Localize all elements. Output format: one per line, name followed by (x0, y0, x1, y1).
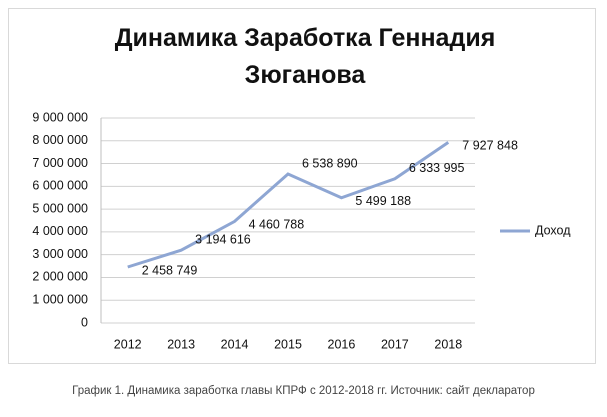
y-tick-label: 3 000 000 (32, 247, 88, 261)
y-tick-label: 2 000 000 (32, 270, 88, 284)
x-tick-label: 2014 (221, 337, 249, 351)
data-label: 3 194 616 (195, 233, 251, 247)
x-tick-label: 2015 (274, 337, 302, 351)
chart-frame (8, 8, 596, 364)
y-tick-label: 1 000 000 (32, 293, 88, 307)
chart-title: Динамика Заработка Геннадия Зюганова (114, 24, 496, 89)
data-label: 6 333 995 (409, 161, 465, 175)
x-tick-label: 2018 (434, 337, 462, 351)
caption: График 1. Динамика заработка главы КПРФ … (72, 385, 535, 397)
y-tick-label: 8 000 000 (32, 133, 88, 147)
line-series (127, 141, 450, 269)
data-label: 2 458 749 (142, 263, 198, 277)
y-tick-label: 9 000 000 (32, 110, 88, 124)
y-tick-label: 5 000 000 (32, 201, 88, 215)
x-tick-label: 2012 (114, 337, 142, 351)
y-tick-label: 7 000 000 (32, 156, 88, 170)
y-tick-label: 4 000 000 (32, 224, 88, 238)
data-label: 7 927 848 (462, 139, 518, 153)
x-tick-label: 2013 (167, 337, 195, 351)
x-tick-label: 2017 (381, 337, 409, 351)
y-tick-label: 0 (81, 315, 88, 329)
data-label: 4 460 788 (249, 218, 305, 232)
y-tick-label: 6 000 000 (32, 179, 88, 193)
x-tick-label: 2016 (328, 337, 356, 351)
data-label: 5 499 188 (355, 194, 411, 208)
legend-label: Доход (535, 223, 571, 237)
data-label: 6 538 890 (302, 156, 358, 170)
